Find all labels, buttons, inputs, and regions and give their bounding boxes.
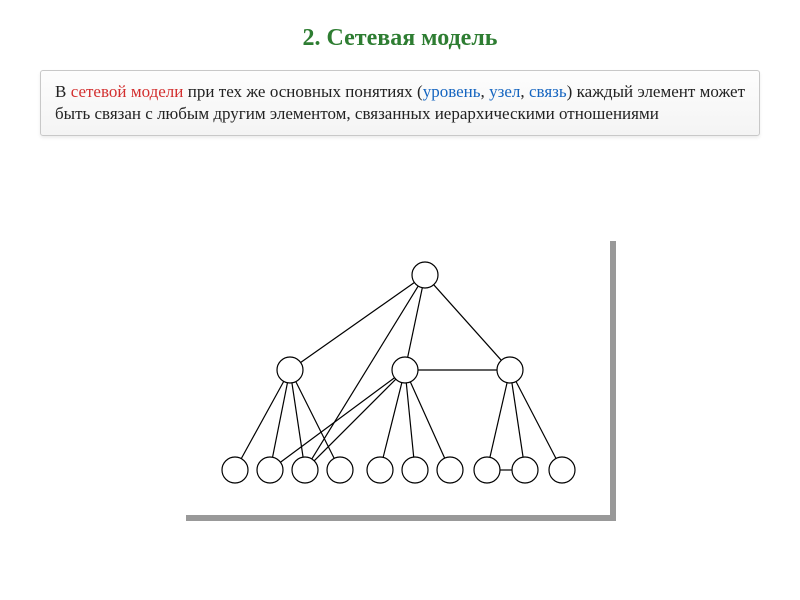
diagram-node xyxy=(257,457,283,483)
network-svg xyxy=(180,235,610,515)
description-text: В сетевой модели при тех же основных пон… xyxy=(55,81,745,125)
diagram-shadow-bottom xyxy=(186,515,616,521)
diagram-edge xyxy=(512,383,523,457)
diagram-node xyxy=(549,457,575,483)
diagram-node xyxy=(474,457,500,483)
diagram-node xyxy=(277,357,303,383)
diagram-edge xyxy=(410,382,444,458)
diagram-node xyxy=(292,457,318,483)
diagram-node xyxy=(412,262,438,288)
desc-mid1: при тех же основных понятиях ( xyxy=(183,82,422,101)
desc-highlight1: сетевой модели xyxy=(71,82,184,101)
diagram-node xyxy=(497,357,523,383)
diagram-node xyxy=(222,457,248,483)
desc-sep2: , xyxy=(520,82,529,101)
description-panel: В сетевой модели при тех же основных пон… xyxy=(40,70,760,136)
diagram-edge xyxy=(314,379,396,461)
network-diagram-container xyxy=(180,235,610,515)
diagram-edge xyxy=(383,383,402,458)
diagram-edge xyxy=(490,383,507,458)
desc-prefix: В xyxy=(55,82,71,101)
diagram-node xyxy=(327,457,353,483)
desc-highlight3: узел xyxy=(489,82,520,101)
desc-sep1: , xyxy=(481,82,490,101)
diagram-node xyxy=(402,457,428,483)
diagram-edge xyxy=(406,383,413,457)
page-title: 2. Сетевая модель xyxy=(0,0,800,52)
diagram-edge xyxy=(273,383,288,458)
diagram-node xyxy=(392,357,418,383)
diagram-node xyxy=(437,457,463,483)
diagram-node xyxy=(367,457,393,483)
diagram-edge xyxy=(301,282,415,362)
diagram-edge xyxy=(241,381,283,458)
desc-highlight2: уровень xyxy=(423,82,481,101)
diagram-node xyxy=(512,457,538,483)
diagram-edge xyxy=(408,288,423,358)
diagram-shadow-right xyxy=(610,241,616,521)
desc-highlight4: связь xyxy=(529,82,567,101)
diagram-edge xyxy=(434,285,502,361)
network-diagram xyxy=(180,235,610,515)
